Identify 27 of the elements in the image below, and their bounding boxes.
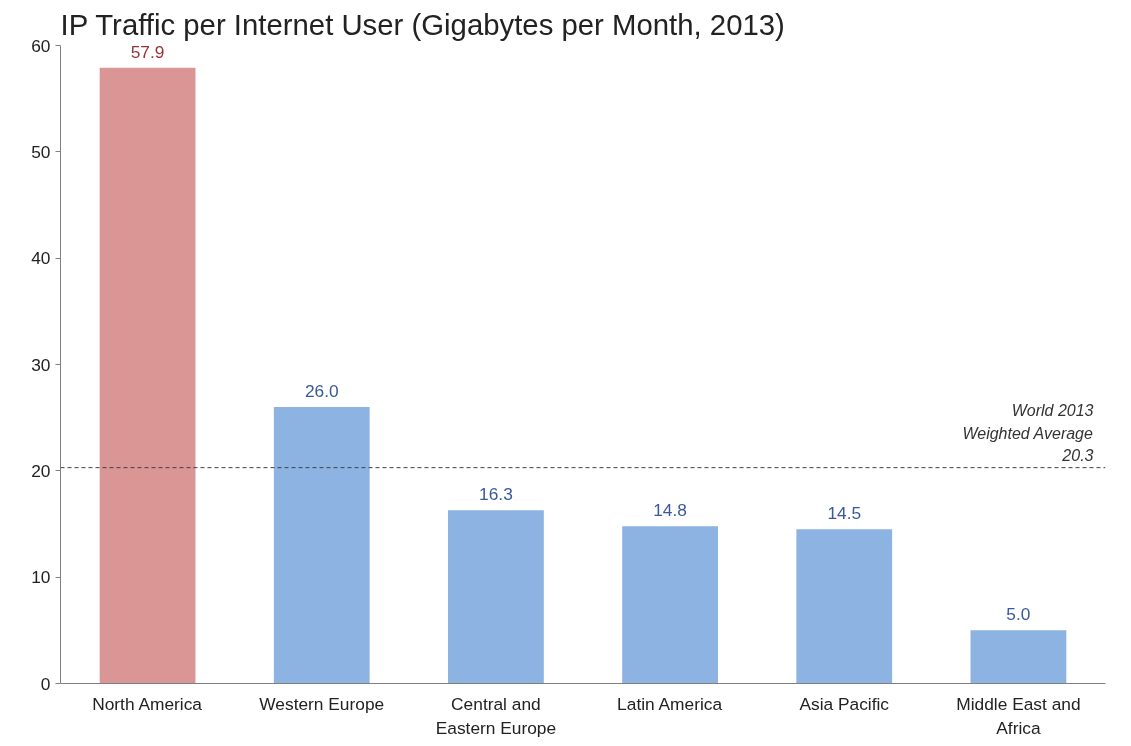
bar xyxy=(970,630,1067,684)
y-tick-label: 0 xyxy=(40,673,51,694)
bar xyxy=(448,510,544,684)
bar xyxy=(622,526,718,684)
data-label: 57.9 xyxy=(130,41,165,62)
ref-line-label: World 2013 Weighted Average 20.3 xyxy=(962,402,1094,464)
x-tick-label: Middle East and Africa xyxy=(956,693,1081,738)
x-tick-label: Central and Eastern Europe xyxy=(435,693,557,738)
y-tick-label: 40 xyxy=(31,248,51,269)
data-label: 16.3 xyxy=(479,484,513,505)
y-tick-label: 50 xyxy=(31,141,51,162)
x-tick-label: Latin America xyxy=(617,693,723,714)
y-tick-label: 20 xyxy=(31,460,51,481)
data-label: 26.0 xyxy=(304,381,339,402)
bar xyxy=(99,67,196,684)
data-label: 14.5 xyxy=(827,503,862,524)
x-tick-label: Asia Pacific xyxy=(799,693,890,714)
y-tick-label: 10 xyxy=(31,567,51,588)
data-label: 14.8 xyxy=(653,500,687,521)
chart-title: IP Traffic per Internet User (Gigabytes per Month, 2013) xyxy=(60,7,785,41)
y-tick-label: 30 xyxy=(31,354,51,375)
x-tick-label: Western Europe xyxy=(259,693,385,714)
x-tick-label: North America xyxy=(92,693,203,714)
bar xyxy=(273,407,370,684)
data-label: 5.0 xyxy=(1006,604,1031,625)
bar xyxy=(796,529,893,684)
y-tick-label: 60 xyxy=(31,35,51,56)
